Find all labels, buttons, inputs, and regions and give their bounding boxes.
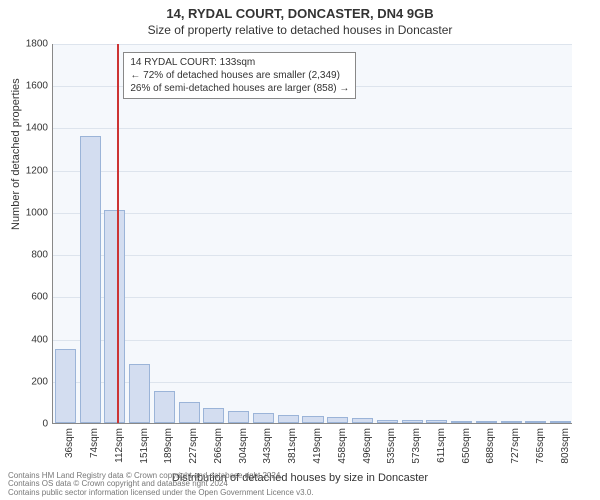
histogram-bar (154, 391, 175, 423)
histogram-bar (278, 415, 299, 423)
y-tick-label: 0 (8, 419, 48, 430)
x-tick-label: 765sqm (535, 428, 546, 474)
x-tick-label: 74sqm (89, 428, 100, 474)
annotation-line: 26% of semi-detached houses are larger (… (130, 82, 349, 95)
footer-attribution: Contains HM Land Registry data © Crown c… (8, 472, 314, 498)
y-tick-label: 1800 (8, 39, 48, 50)
x-tick-label: 189sqm (163, 428, 174, 474)
histogram-bar (451, 421, 472, 423)
histogram-bar (550, 421, 571, 423)
gridline (53, 171, 572, 172)
histogram-bar (253, 413, 274, 423)
page-subtitle: Size of property relative to detached ho… (0, 23, 600, 37)
histogram-bar (179, 402, 200, 423)
annotation-box: 14 RYDAL COURT: 133sqm← 72% of detached … (123, 52, 356, 99)
y-tick-label: 200 (8, 376, 48, 387)
histogram-bar (203, 408, 224, 423)
gridline (53, 128, 572, 129)
y-tick-label: 1000 (8, 207, 48, 218)
x-tick-label: 803sqm (560, 428, 571, 474)
annotation-line: 14 RYDAL COURT: 133sqm (130, 56, 349, 69)
x-tick-label: 36sqm (64, 428, 75, 474)
x-tick-label: 650sqm (461, 428, 472, 474)
x-tick-label: 727sqm (510, 428, 521, 474)
gridline (53, 297, 572, 298)
gridline (53, 255, 572, 256)
x-tick-label: 112sqm (114, 428, 125, 474)
y-tick-label: 600 (8, 292, 48, 303)
x-tick-label: 419sqm (312, 428, 323, 474)
histogram-bar (327, 417, 348, 423)
histogram-bar (476, 421, 497, 423)
reference-line (117, 44, 119, 423)
x-tick-label: 266sqm (213, 428, 224, 474)
plot-area: 14 RYDAL COURT: 133sqm← 72% of detached … (52, 44, 572, 424)
annotation-line: ← 72% of detached houses are smaller (2,… (130, 69, 349, 82)
y-tick-label: 1600 (8, 81, 48, 92)
x-tick-label: 611sqm (436, 428, 447, 474)
gridline (53, 340, 572, 341)
histogram-bar (104, 210, 125, 423)
y-tick-label: 1200 (8, 165, 48, 176)
histogram-bar (129, 364, 150, 423)
histogram-bar (525, 421, 546, 423)
page-title: 14, RYDAL COURT, DONCASTER, DN4 9GB (0, 6, 600, 21)
x-tick-label: 151sqm (139, 428, 150, 474)
gridline (53, 44, 572, 45)
x-tick-label: 381sqm (287, 428, 298, 474)
y-tick-label: 1400 (8, 123, 48, 134)
x-tick-label: 343sqm (262, 428, 273, 474)
footer-line-3: Contains public sector information licen… (8, 489, 314, 498)
x-tick-label: 535sqm (386, 428, 397, 474)
x-tick-label: 573sqm (411, 428, 422, 474)
x-tick-label: 496sqm (362, 428, 373, 474)
histogram-bar (501, 421, 522, 423)
x-tick-label: 458sqm (337, 428, 348, 474)
histogram-bar (352, 418, 373, 423)
histogram-bar (55, 349, 76, 423)
gridline (53, 213, 572, 214)
histogram-bar (302, 416, 323, 423)
y-tick-label: 800 (8, 250, 48, 261)
histogram-bar (377, 420, 398, 423)
histogram-bar (228, 411, 249, 423)
histogram-bar (426, 420, 447, 423)
y-tick-label: 400 (8, 334, 48, 345)
histogram-bar (80, 136, 101, 423)
chart-area: 14 RYDAL COURT: 133sqm← 72% of detached … (52, 44, 572, 424)
x-tick-label: 304sqm (238, 428, 249, 474)
x-tick-label: 227sqm (188, 428, 199, 474)
x-tick-label: 688sqm (485, 428, 496, 474)
histogram-bar (402, 420, 423, 423)
